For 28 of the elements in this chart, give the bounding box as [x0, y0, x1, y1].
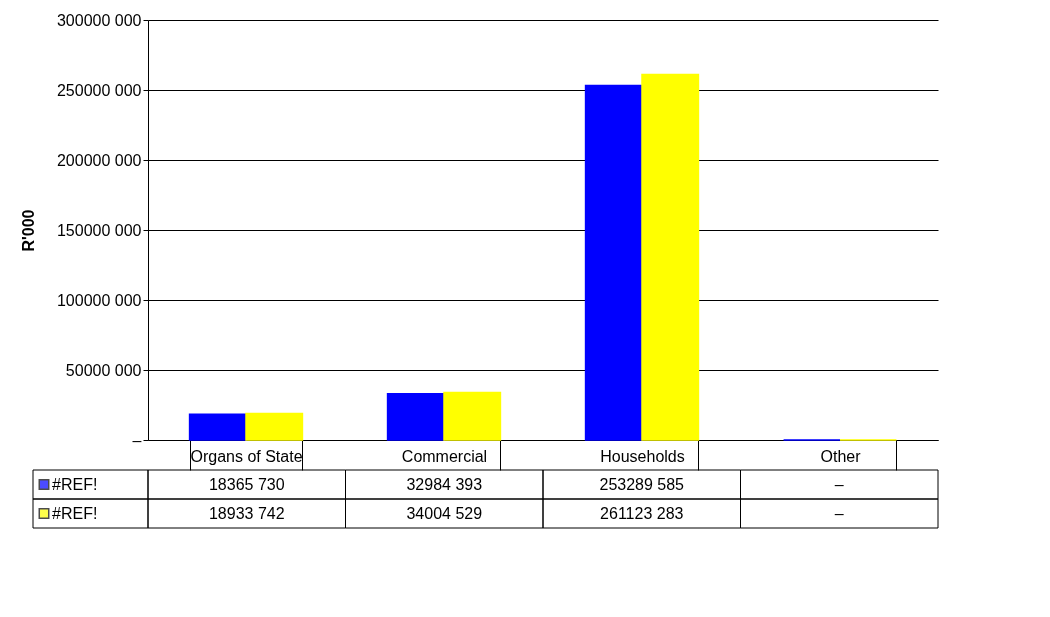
- data-label: 253289 585: [599, 475, 685, 493]
- bar: [188, 413, 247, 441]
- y-tick-label: 300000 000: [56, 11, 142, 29]
- legend-label: #REF!: [52, 504, 98, 522]
- bar: [245, 412, 304, 441]
- y-tick-label: 50000 000: [65, 361, 142, 379]
- x-tick-label: Commercial: [401, 447, 488, 465]
- y-tick-label: –: [132, 431, 142, 449]
- bar: [584, 84, 643, 441]
- data-label: –: [834, 475, 844, 493]
- x-tick-label: Households: [600, 447, 685, 465]
- y-tick-label: 250000 000: [56, 81, 142, 99]
- y-tick-label: 100000 000: [56, 291, 142, 309]
- bar: [386, 393, 445, 441]
- y-tick-label: 150000 000: [56, 221, 142, 239]
- bar: [641, 73, 700, 441]
- bar: [443, 391, 502, 441]
- y-axis-title: R'000: [19, 209, 37, 252]
- data-label: 34004 529: [406, 504, 483, 522]
- data-label: 18365 730: [208, 475, 285, 493]
- data-label: 32984 393: [406, 475, 483, 493]
- data-label: 18933 742: [208, 504, 285, 522]
- data-label: 261123 283: [600, 504, 684, 522]
- x-tick-label: Other: [820, 447, 862, 465]
- y-tick-label: 200000 000: [56, 151, 142, 169]
- x-tick-label: Organs of State: [190, 447, 303, 465]
- legend-label: #REF!: [52, 475, 98, 493]
- data-label: –: [834, 504, 844, 522]
